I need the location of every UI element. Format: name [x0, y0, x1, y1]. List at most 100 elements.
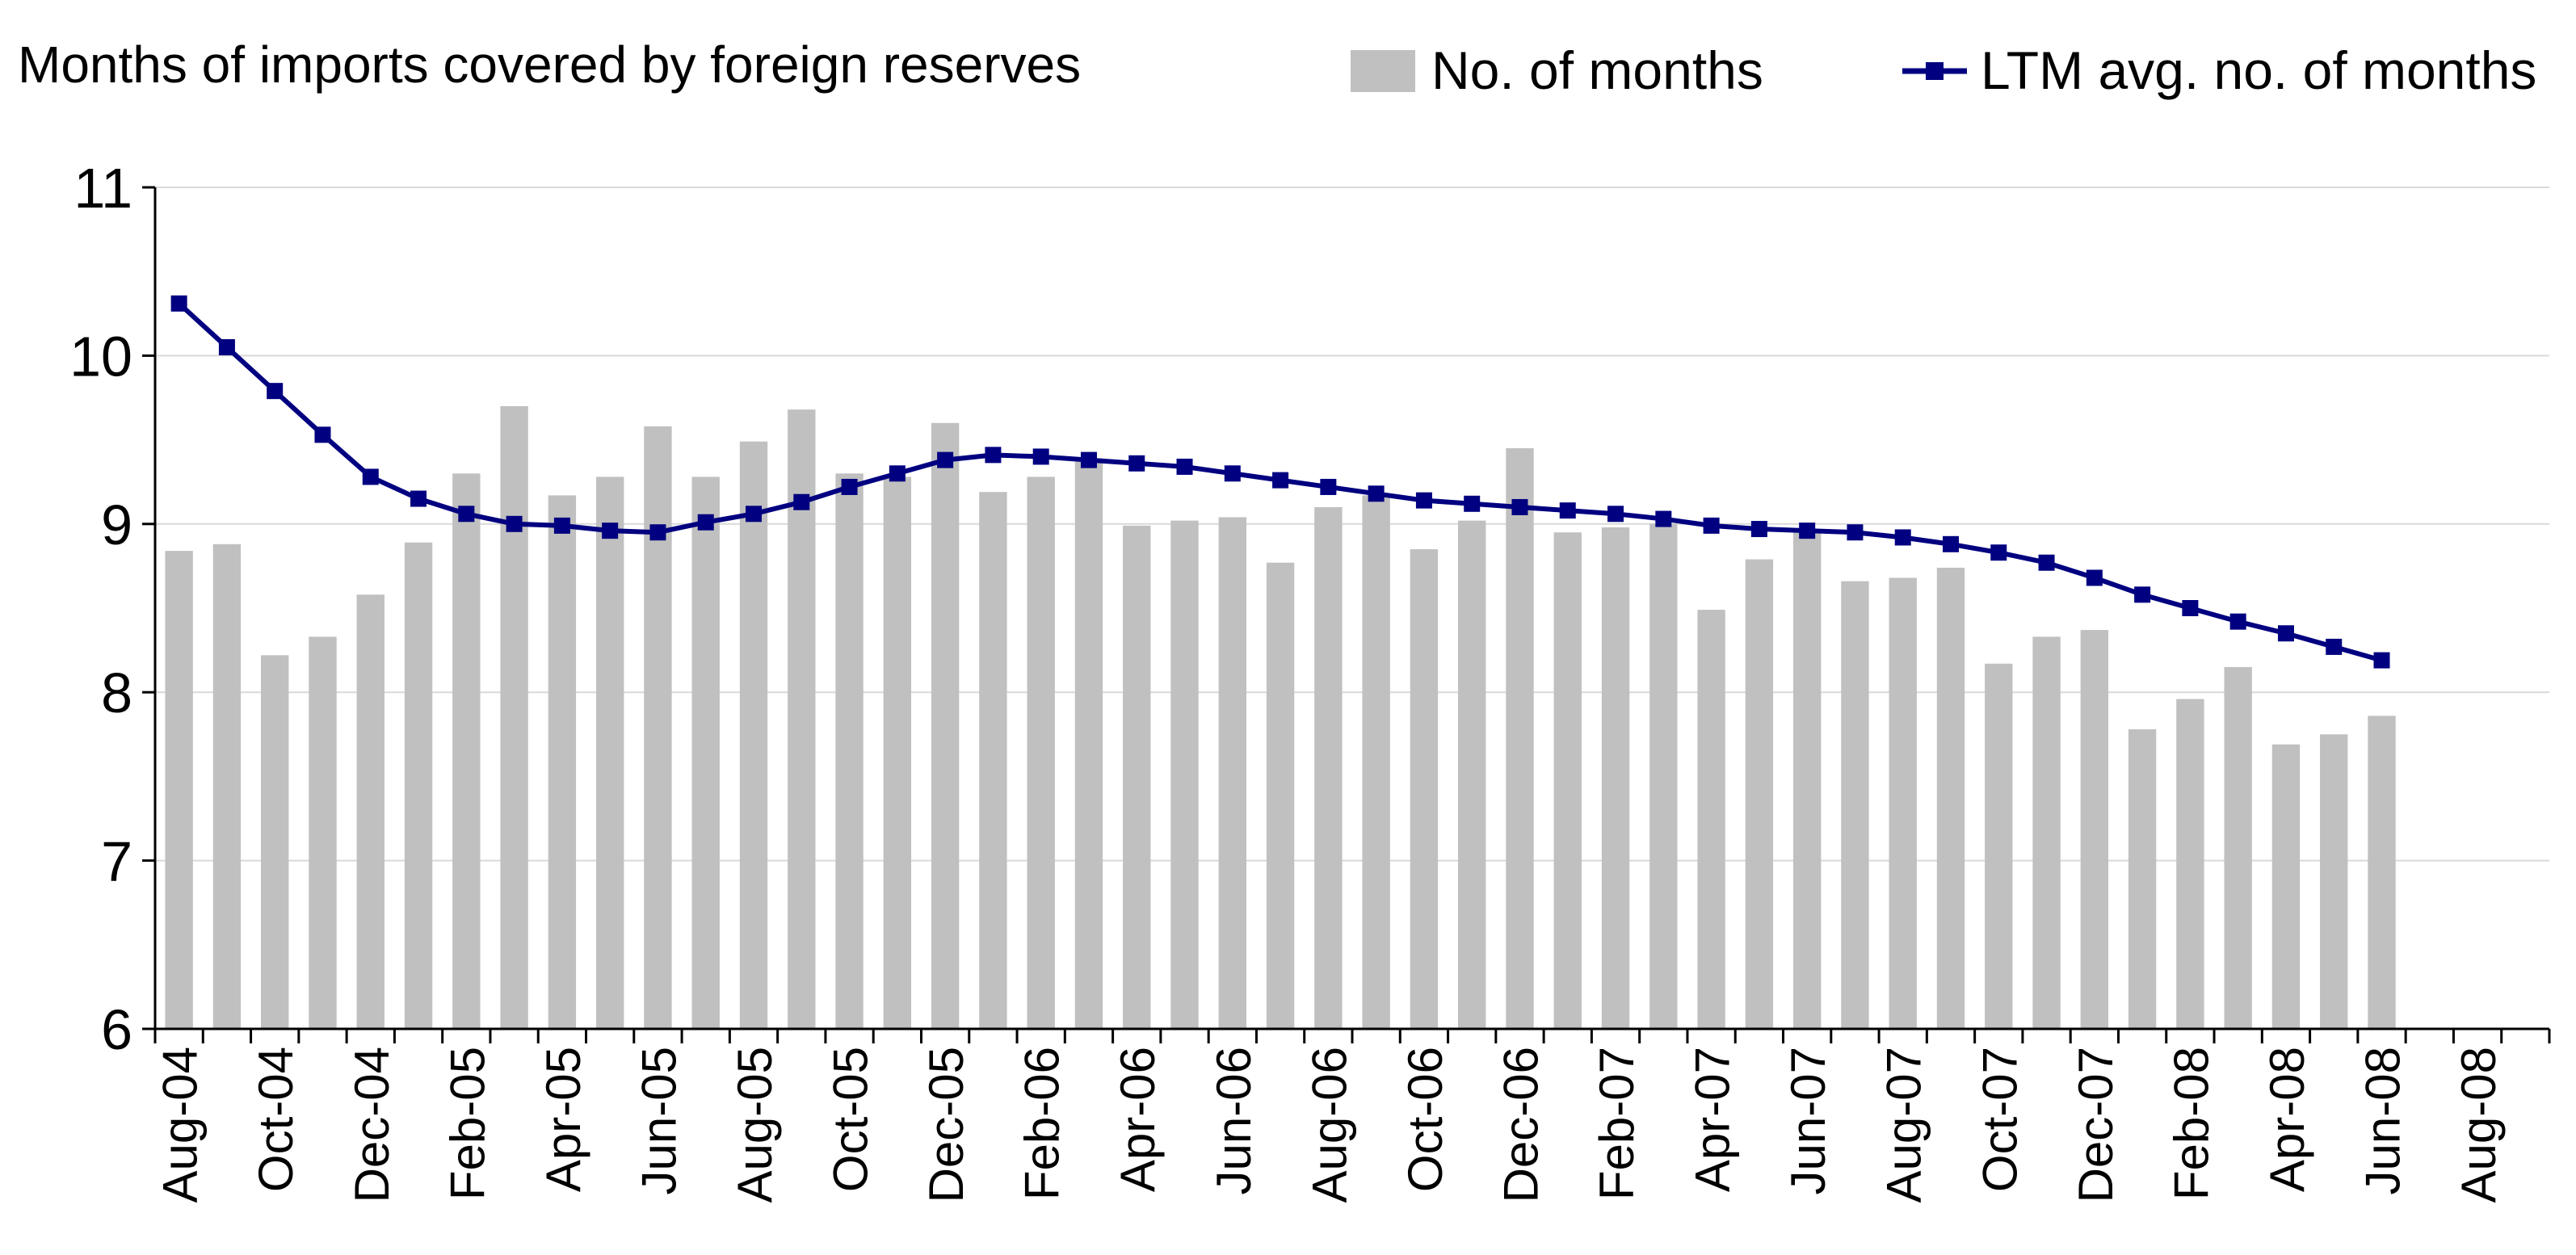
- bar-18: [1027, 476, 1055, 1029]
- ltm-point-37: [1943, 535, 1959, 552]
- y-axis-ticks: 6 7 8 9 10 11: [69, 157, 155, 1061]
- bar-31: [1649, 523, 1678, 1029]
- bar-32: [1697, 610, 1725, 1029]
- x-tick-label-12: Aug-06: [1302, 1047, 1356, 1203]
- ltm-point-45: [2326, 638, 2343, 655]
- ltm-point-40: [2086, 569, 2103, 586]
- ltm-point-9: [602, 523, 619, 539]
- x-tick-label-1: Oct-04: [249, 1047, 303, 1192]
- bar-4: [356, 594, 385, 1029]
- ltm-point-7: [506, 515, 523, 532]
- bar-46: [2368, 716, 2396, 1029]
- bar-24: [1314, 506, 1343, 1029]
- y-tick-label-3: 9: [101, 493, 132, 556]
- x-tick-label-0: Aug-04: [153, 1047, 208, 1203]
- ltm-point-13: [793, 493, 810, 510]
- x-tick-label-21: Feb-08: [2164, 1047, 2218, 1200]
- bar-10: [644, 426, 672, 1029]
- bar-7: [500, 405, 528, 1029]
- x-tick-label-22: Apr-08: [2260, 1047, 2314, 1192]
- ltm-point-44: [2277, 625, 2294, 642]
- y-tick-label-5: 11: [74, 157, 132, 220]
- bar-43: [2224, 666, 2252, 1029]
- bar-42: [2176, 699, 2204, 1029]
- ltm-point-11: [697, 514, 714, 531]
- x-tick-label-10: Apr-06: [1111, 1047, 1165, 1192]
- ltm-point-29: [1559, 502, 1576, 519]
- ltm-point-10: [649, 524, 666, 541]
- ltm-point-6: [458, 506, 475, 523]
- ltm-point-28: [1511, 498, 1528, 515]
- x-tick-label-9: Feb-06: [1015, 1047, 1069, 1200]
- x-tick-label-20: Dec-07: [2069, 1047, 2123, 1203]
- bar-39: [2032, 636, 2061, 1029]
- ltm-point-12: [746, 506, 762, 523]
- ltm-point-19: [1080, 451, 1097, 468]
- bar-5: [404, 542, 433, 1029]
- bar-2: [261, 655, 289, 1029]
- line-series: [170, 295, 2390, 669]
- ltm-point-46: [2373, 652, 2390, 669]
- x-tick-label-7: Oct-05: [824, 1047, 878, 1192]
- ltm-point-16: [937, 451, 954, 468]
- ltm-point-20: [1128, 455, 1145, 472]
- y-tick-label-2: 8: [101, 661, 132, 724]
- x-tick-label-2: Dec-04: [345, 1047, 399, 1203]
- ltm-point-18: [1032, 448, 1049, 465]
- ltm-point-41: [2134, 586, 2151, 603]
- bar-35: [1841, 581, 1869, 1029]
- bar-44: [2271, 744, 2301, 1029]
- ltm-point-2: [267, 383, 284, 400]
- bar-29: [1553, 532, 1582, 1029]
- bar-21: [1170, 520, 1199, 1029]
- bar-17: [979, 492, 1007, 1029]
- bar-11: [691, 476, 720, 1029]
- bar-12: [739, 441, 768, 1029]
- ltm-point-25: [1368, 485, 1385, 502]
- x-tick-label-11: Jun-06: [1207, 1047, 1261, 1194]
- bar-series: [165, 405, 2396, 1029]
- x-tick-label-18: Aug-07: [1877, 1047, 1931, 1203]
- ltm-point-5: [410, 490, 427, 507]
- bar-0: [165, 551, 193, 1029]
- ltm-point-21: [1176, 458, 1193, 475]
- ltm-point-43: [2229, 613, 2246, 630]
- bar-36: [1889, 577, 1917, 1029]
- x-tick-label-5: Jun-05: [632, 1047, 686, 1194]
- x-tick-label-14: Dec-06: [1494, 1047, 1548, 1203]
- ltm-point-33: [1750, 521, 1767, 538]
- y-tick-label-1: 7: [101, 830, 132, 893]
- x-tick-label-16: Apr-07: [1686, 1047, 1740, 1192]
- x-tick-label-19: Oct-07: [1973, 1047, 2027, 1192]
- bar-3: [309, 636, 337, 1029]
- bar-9: [595, 476, 624, 1029]
- x-tick-label-24: Aug-08: [2452, 1047, 2506, 1203]
- x-tick-label-4: Apr-05: [536, 1047, 590, 1192]
- ltm-point-0: [170, 295, 187, 312]
- bar-20: [1123, 525, 1151, 1029]
- legend: No. of months LTM avg. no. of months: [1351, 40, 2536, 100]
- bar-19: [1074, 458, 1103, 1029]
- y-tick-label-4: 10: [69, 325, 132, 388]
- x-tick-label-13: Oct-06: [1398, 1047, 1452, 1192]
- ltm-point-3: [314, 426, 331, 443]
- x-tick-label-15: Feb-07: [1590, 1047, 1644, 1200]
- bar-38: [1985, 663, 2013, 1029]
- bar-40: [2080, 630, 2109, 1029]
- bar-1: [212, 544, 242, 1029]
- bar-14: [835, 473, 864, 1029]
- bar-23: [1266, 562, 1295, 1029]
- bar-41: [2128, 729, 2157, 1029]
- bar-27: [1458, 520, 1486, 1029]
- ltm-point-27: [1464, 495, 1481, 512]
- ltm-point-26: [1415, 492, 1432, 509]
- x-tick-label-3: Feb-05: [440, 1047, 494, 1200]
- ltm-point-38: [1990, 544, 2007, 561]
- legend-swatch-bars: [1351, 50, 1415, 92]
- ltm-point-39: [2038, 554, 2055, 571]
- bar-8: [548, 495, 577, 1029]
- x-tick-label-6: Aug-05: [728, 1047, 782, 1203]
- ltm-point-8: [553, 517, 570, 534]
- x-tick-label-23: Jun-08: [2356, 1047, 2410, 1194]
